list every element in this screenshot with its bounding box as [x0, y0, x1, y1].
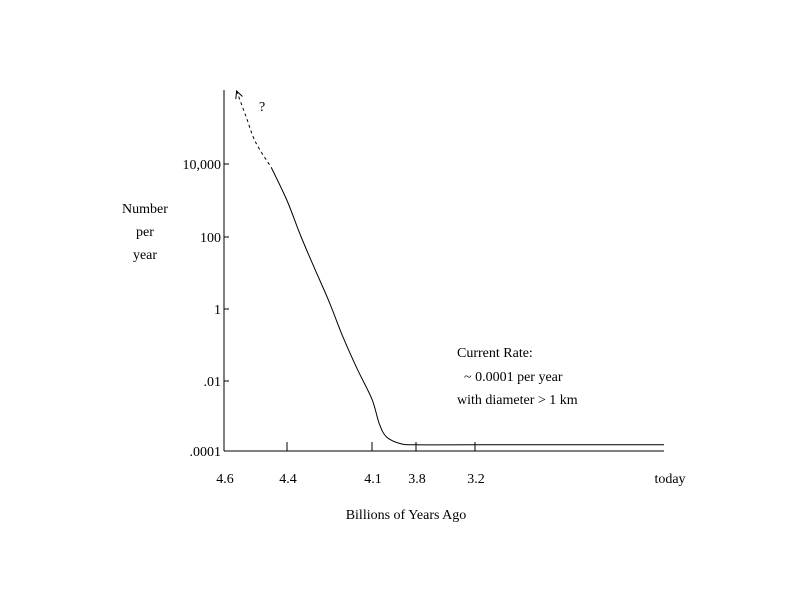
- current-rate-line-1: Current Rate:: [457, 346, 533, 361]
- y-tick-label: .0001: [190, 445, 222, 460]
- x-tick-label: 4.6: [216, 472, 234, 487]
- x-axis-label: Billions of Years Ago: [346, 508, 467, 523]
- current-rate-line-2: ~ 0.0001 per year: [464, 370, 563, 385]
- x-ticks: 4.6 4.4 4.1 3.8 3.2 today: [216, 442, 686, 487]
- x-tick-label: 4.4: [279, 472, 297, 487]
- y-axis-label-line-1: Number: [122, 202, 168, 217]
- y-tick-label: .01: [204, 375, 222, 390]
- question-mark-annotation: ?: [259, 100, 265, 115]
- impact-rate-line: [270, 167, 664, 446]
- y-axis-label: Number per year: [122, 202, 168, 263]
- annotation-layer: ? Current Rate: ~ 0.0001 per year with d…: [259, 100, 578, 408]
- x-tick-label: 4.1: [364, 472, 382, 487]
- extrapolated-rate-line: [236, 90, 272, 168]
- y-tick-label: 1: [214, 303, 221, 318]
- y-axis-label-line-2: per: [136, 225, 154, 240]
- y-tick-label: 10,000: [183, 158, 222, 173]
- x-tick-label: 3.8: [408, 472, 426, 487]
- y-tick-label: 100: [200, 231, 221, 246]
- y-ticks: .0001 .01 1 100 10,000: [183, 158, 229, 460]
- y-axis-label-line-3: year: [133, 248, 157, 263]
- series-layer: [235, 89, 664, 446]
- current-rate-line-3: with diameter > 1 km: [457, 393, 578, 408]
- x-tick-label: today: [654, 472, 685, 487]
- x-tick-label: 3.2: [467, 472, 485, 487]
- arrow-up-icon: [235, 89, 243, 100]
